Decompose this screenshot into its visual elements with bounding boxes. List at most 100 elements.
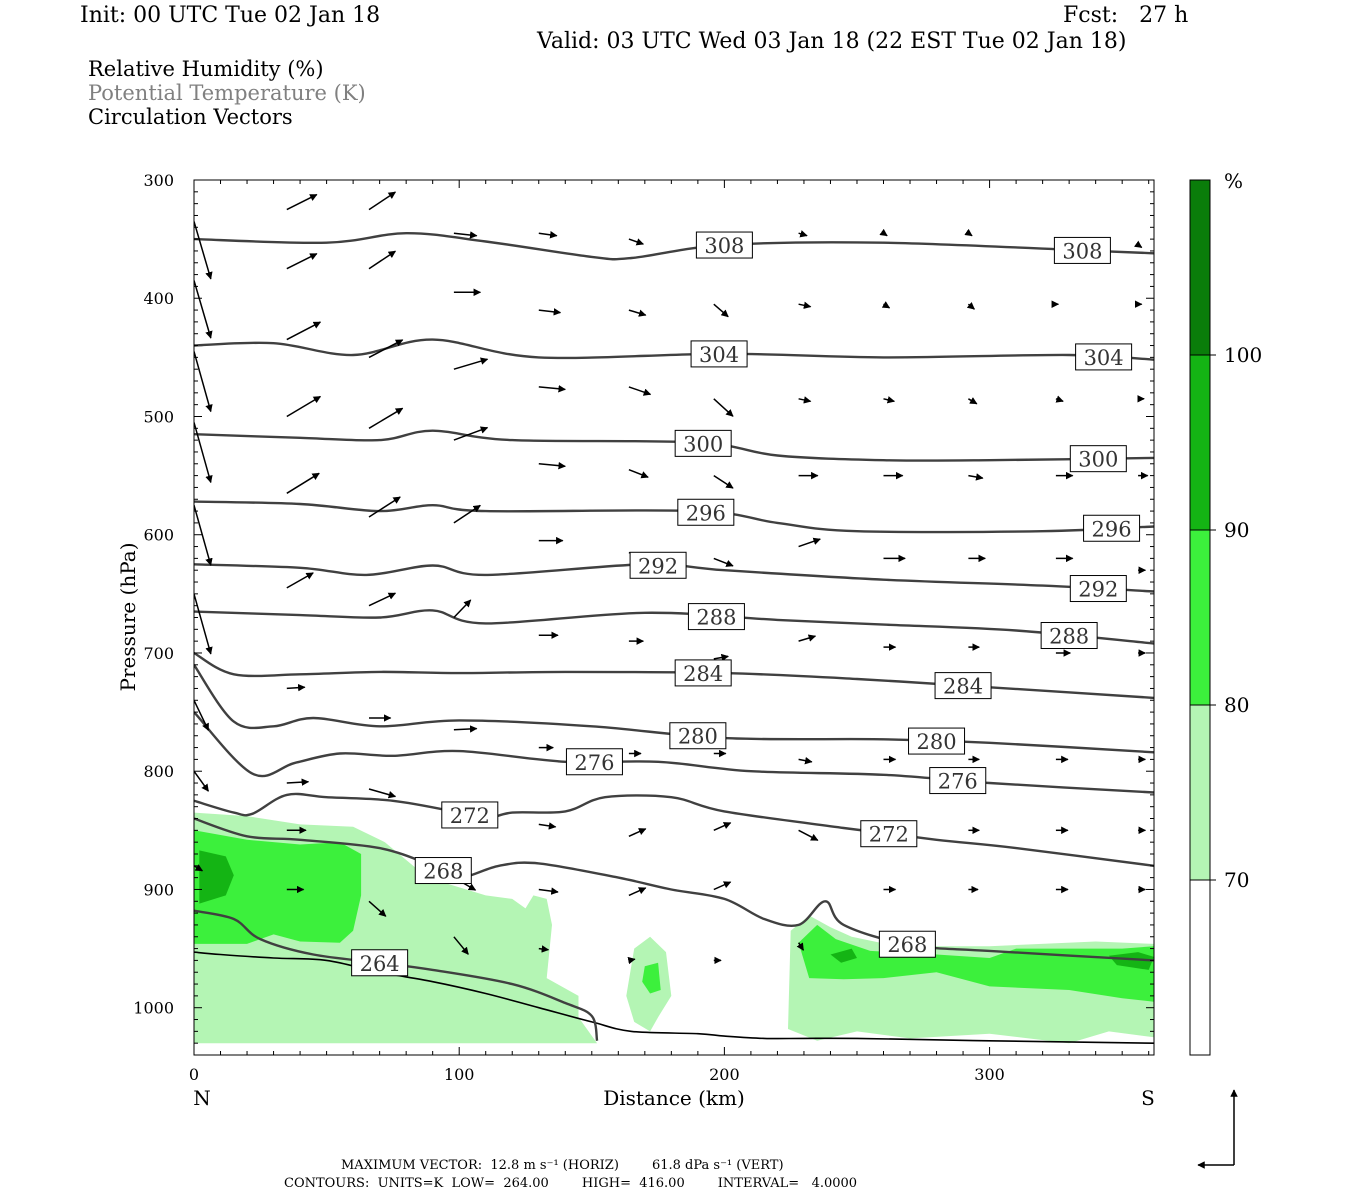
contour-label-284: 284 — [934, 672, 992, 700]
svg-text:292: 292 — [638, 554, 678, 578]
y-tick-label: 300 — [143, 171, 174, 190]
circulation-vector — [628, 238, 645, 246]
contour-label-272: 272 — [441, 801, 499, 829]
colorbar-bin — [1189, 879, 1211, 1056]
init-time: Init: 00 UTC Tue 02 Jan 18 — [80, 3, 381, 28]
rh-region-90 — [199, 850, 234, 904]
contour-label-288: 288 — [1040, 622, 1098, 650]
svg-text:272: 272 — [869, 823, 909, 847]
circulation-vector — [964, 228, 973, 237]
svg-text:268: 268 — [887, 933, 927, 957]
circulation-vector — [453, 936, 469, 955]
circulation-vector — [627, 956, 636, 965]
rh-region-80 — [798, 924, 1154, 1002]
colorbar-tick-label: 100 — [1224, 343, 1262, 367]
circulation-vector — [798, 634, 817, 642]
circulation-vector — [968, 473, 984, 481]
south-label: S — [1141, 1086, 1155, 1110]
svg-text:300: 300 — [1078, 448, 1118, 472]
circulation-vector — [798, 301, 812, 309]
circulation-vector — [286, 683, 306, 692]
circulation-vector — [368, 407, 404, 429]
svg-text:276: 276 — [574, 751, 614, 775]
circulation-vector — [713, 881, 732, 891]
contour-label-304: 304 — [1075, 343, 1133, 371]
circulation-vector — [883, 396, 896, 404]
colorbar-tick-label: 70 — [1224, 868, 1249, 892]
circulation-vector — [538, 385, 566, 393]
circulation-vector — [368, 339, 404, 359]
contour-label-280: 280 — [669, 722, 727, 750]
circulation-vector — [453, 599, 472, 619]
svg-text:284: 284 — [943, 675, 983, 699]
circulation-vector — [798, 537, 821, 548]
circulation-vector — [368, 788, 397, 799]
circulation-vector — [194, 699, 210, 731]
circulation-vector — [453, 357, 489, 370]
svg-text:280: 280 — [678, 725, 718, 749]
axes-layer: 300 400 500 600 700 800 900 1000 0 100 200 300 — [133, 171, 1154, 1084]
contour-label-296: 296 — [1083, 514, 1141, 542]
circulation-vector — [538, 945, 550, 953]
circulation-vector — [713, 474, 734, 489]
circulation-vector — [286, 253, 318, 270]
circulation-vector — [796, 942, 805, 951]
svg-text:272: 272 — [450, 804, 490, 828]
svg-text:264: 264 — [360, 952, 400, 976]
circulation-vector — [881, 301, 891, 309]
x-tick-label: 300 — [974, 1065, 1005, 1084]
y-tick-label: 600 — [143, 526, 174, 545]
circulation-vector — [194, 422, 213, 484]
colorbar-bin — [1189, 529, 1211, 706]
svg-text:276: 276 — [938, 770, 978, 794]
circulation-vector — [368, 496, 401, 518]
contour-label-296: 296 — [677, 498, 735, 526]
circulation-vector — [453, 426, 489, 441]
circulation-vector — [628, 469, 649, 479]
circulation-vector — [194, 504, 213, 566]
y-tick-label: 900 — [143, 880, 174, 899]
circulation-vector — [286, 321, 322, 341]
circulation-vector — [713, 557, 734, 567]
contour-label-276: 276 — [929, 767, 987, 795]
legend-rh: Relative Humidity (%) — [88, 57, 324, 81]
svg-text:292: 292 — [1078, 578, 1118, 602]
terrain-layer — [194, 951, 1154, 1044]
circulation-vector — [713, 653, 729, 662]
max-vector-note: MAXIMUM VECTOR: 12.8 m s⁻¹ (HORIZ) 61.8 … — [341, 1158, 784, 1173]
contour-label-308: 308 — [695, 231, 753, 259]
circulation-vector — [798, 829, 819, 841]
y-tick-label: 700 — [143, 644, 174, 663]
circulation-vector — [538, 231, 558, 239]
circulation-vector — [713, 398, 734, 417]
contour-label-280: 280 — [908, 727, 966, 755]
rh-region-80 — [194, 830, 362, 944]
circulation-vector — [1055, 395, 1064, 403]
svg-text:308: 308 — [1062, 239, 1102, 263]
circulation-vector — [538, 461, 566, 470]
circulation-vector — [798, 230, 808, 238]
legend-vectors: Circulation Vectors — [88, 105, 293, 129]
colorbar-tick-label: 90 — [1224, 518, 1249, 542]
theta-contour-308 — [194, 231, 1154, 261]
colorbar-unit: % — [1224, 169, 1243, 193]
svg-text:296: 296 — [686, 501, 726, 525]
circulation-vector — [798, 396, 812, 404]
circulation-vector — [194, 280, 213, 339]
circulation-vector — [194, 864, 204, 872]
colorbar-bin — [1189, 704, 1211, 881]
svg-text:304: 304 — [1084, 346, 1124, 370]
vector-layer — [194, 191, 1149, 965]
theta-contour-292 — [194, 563, 1154, 593]
theta-contour-284 — [194, 651, 1154, 700]
contour-label-layer: 308 308 304 304 300 300 296 296 292 292 288 288 284 2… — [351, 231, 1141, 977]
circulation-vector — [628, 309, 647, 317]
contour-label-300: 300 — [674, 429, 732, 457]
valid-time: Valid: 03 UTC Wed 03 Jan 18 (22 EST Tue … — [537, 29, 1127, 54]
circulation-vector — [286, 472, 320, 494]
legend-theta: Potential Temperature (K) — [88, 81, 366, 105]
circulation-vector — [538, 822, 557, 830]
circulation-vector — [194, 770, 210, 792]
circulation-vector — [368, 191, 397, 211]
